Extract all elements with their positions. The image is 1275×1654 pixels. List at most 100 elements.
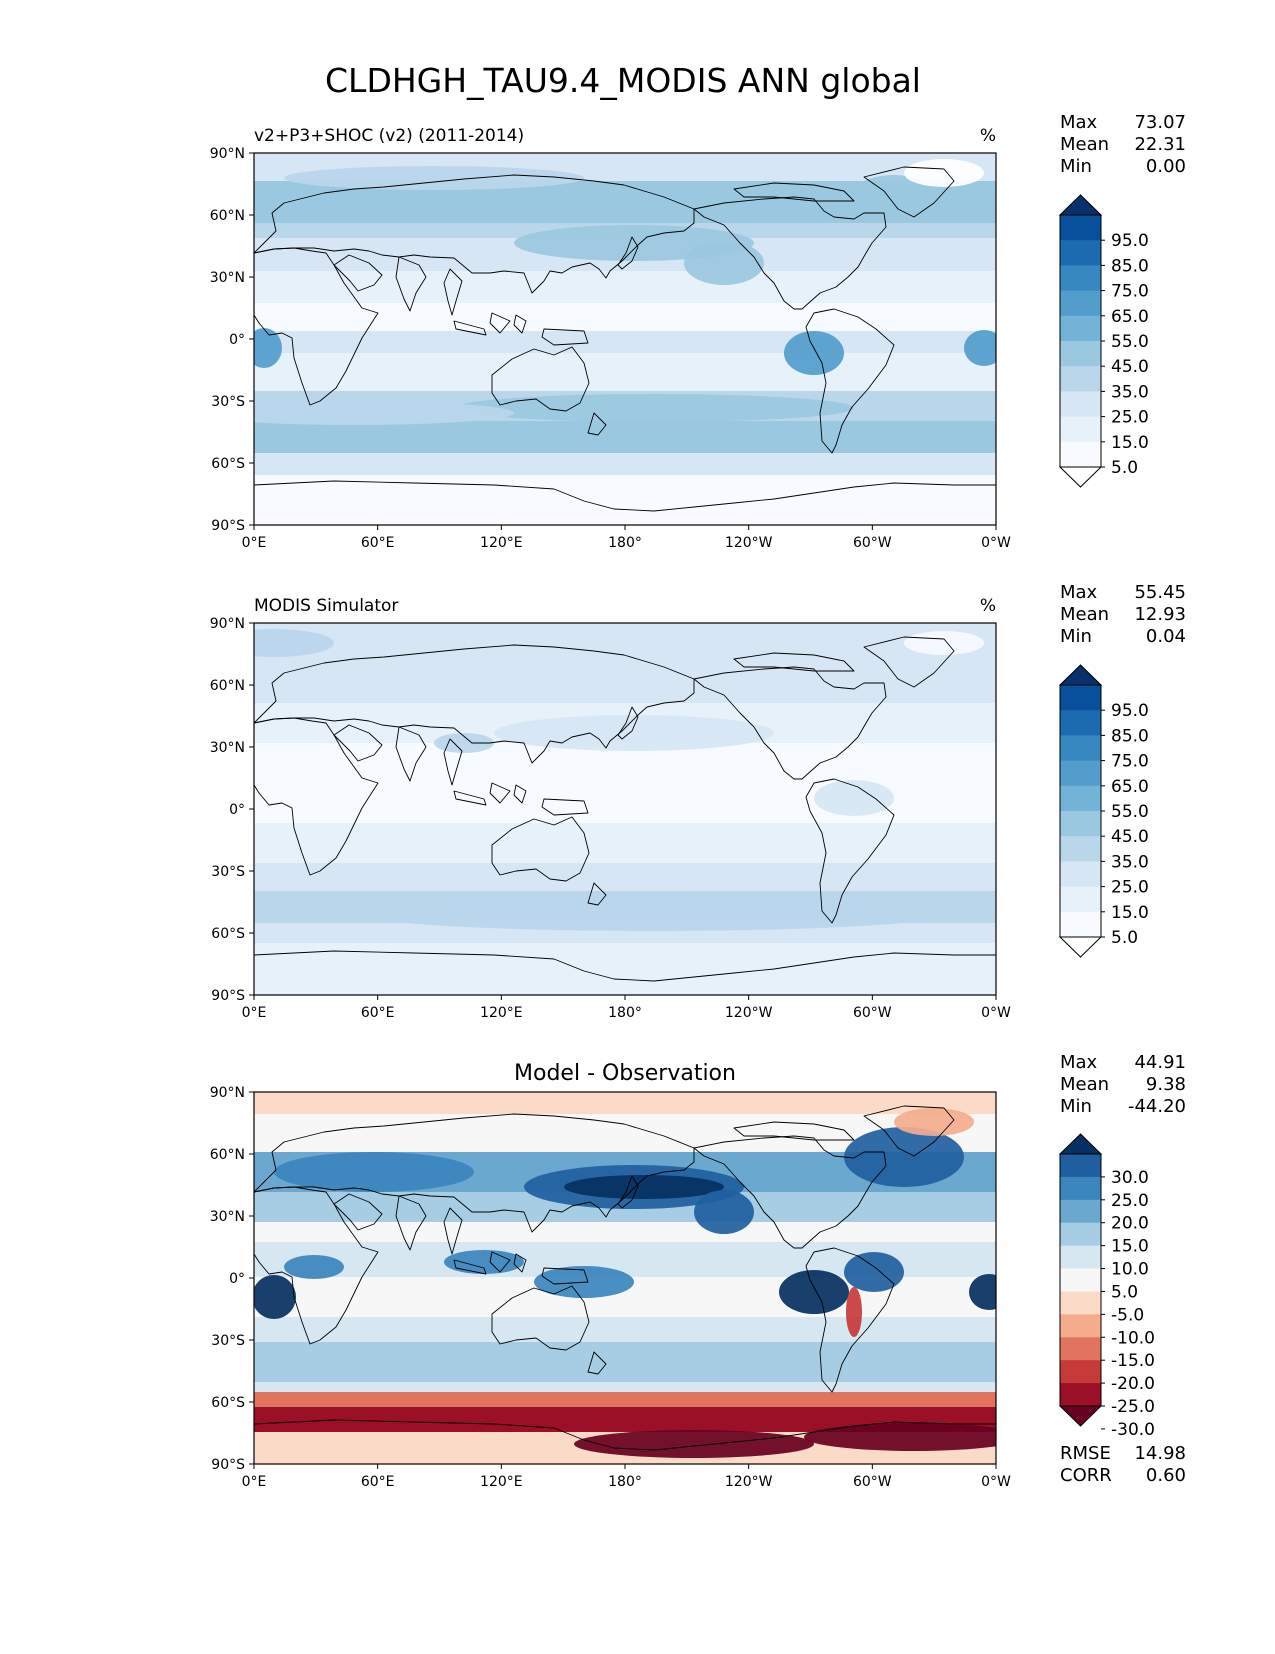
colorbar-tick-label: 15.0 (1111, 1237, 1149, 1257)
colorbar-tick-label: 5.0 (1111, 1282, 1138, 1302)
panel-ref: 90°N 60°N 30°N 0° 30°S 60°S 90°S0°E 60°E 120°E 18… (210, 582, 1186, 1021)
stat-label: Max (1060, 582, 1098, 603)
stat-label: Min (1060, 156, 1092, 177)
map-field (254, 623, 996, 995)
lat-tick-label: 60°S (211, 456, 245, 472)
colorbar-tick-label: 15.0 (1111, 433, 1149, 453)
stat-value: 55.45 (1134, 582, 1186, 603)
lat-tick-label: 0° (229, 802, 245, 818)
colorbar-tick-label: 85.0 (1111, 256, 1149, 276)
stat-label: Mean (1060, 604, 1109, 625)
extra-stat-label: CORR (1060, 1465, 1112, 1486)
colorbar-tick-label: 25.0 (1111, 1191, 1149, 1211)
colorbar-tick-label: 15.0 (1111, 903, 1149, 923)
extra-stat-value: 14.98 (1134, 1443, 1186, 1464)
lat-tick-label: 90°N (210, 1085, 245, 1101)
panel-units: % (980, 596, 996, 616)
stat-label: Mean (1060, 1074, 1109, 1095)
stat-value: 22.31 (1134, 134, 1186, 155)
colorbar: 95.0 85.0 75.0 65.0 55.0 45.0 35.0 25.0 15.0 5.0 (1058, 664, 1149, 958)
lon-tick-label: 180° (608, 1474, 642, 1490)
map-field (254, 153, 996, 525)
lon-tick-label: 0°E (242, 535, 267, 551)
colorbar-tick-label: 55.0 (1111, 802, 1149, 822)
colorbar-tick-label: 95.0 (1111, 231, 1149, 251)
lon-tick-label: 0°W (981, 1005, 1011, 1021)
colorbar-tick-label: -10.0 (1111, 1328, 1155, 1348)
panel-center-title: Model - Observation (514, 1061, 736, 1086)
lon-tick-label: 120°E (480, 535, 523, 551)
stat-value: 44.91 (1134, 1052, 1186, 1073)
lon-tick-label: 60°W (853, 535, 892, 551)
stat-value: 12.93 (1134, 604, 1186, 625)
lon-tick-label: 180° (608, 535, 642, 551)
lat-tick-label: 30°S (211, 394, 245, 410)
panel-units: % (980, 126, 996, 146)
lat-tick-label: 30°N (210, 740, 245, 756)
lat-tick-label: 60°N (210, 1147, 245, 1163)
panel-diff: 90°N 60°N 30°N 0° 30°S 60°S 90°S0°E 60°E 120°E 18… (210, 1052, 1186, 1490)
colorbar-tick-label: 65.0 (1111, 307, 1149, 327)
colorbar-tick-label: 75.0 (1111, 282, 1149, 302)
colorbar-tick-label: 35.0 (1111, 852, 1149, 872)
lat-tick-label: 90°S (211, 1457, 245, 1473)
lon-tick-label: 0°W (981, 1474, 1011, 1490)
stat-value: 0.04 (1146, 626, 1186, 647)
stat-value: 9.38 (1146, 1074, 1186, 1095)
colorbar-tick-label: 20.0 (1111, 1214, 1149, 1234)
colorbar-tick-label: 25.0 (1111, 408, 1149, 428)
colorbar-tick-label: -30.0 (1111, 1420, 1155, 1440)
colorbar-tick-label: -5.0 (1111, 1305, 1144, 1325)
lon-tick-label: 120°W (725, 535, 773, 551)
lat-tick-label: 90°S (211, 518, 245, 534)
lon-tick-label: 180° (608, 1005, 642, 1021)
colorbar-tick-label: 95.0 (1111, 701, 1149, 721)
colorbar-tick-label: 45.0 (1111, 827, 1149, 847)
panel-test: 90°N 60°N 30°N 0° 30°S 60°S 90°S0°E 60°E 120°E 18… (210, 112, 1186, 551)
stat-label: Max (1060, 1052, 1098, 1073)
stat-label: Min (1060, 1096, 1092, 1117)
colorbar-tick-label: 55.0 (1111, 332, 1149, 352)
lat-tick-label: 60°S (211, 926, 245, 942)
lon-tick-label: 60°W (853, 1005, 892, 1021)
extra-stat-value: 0.60 (1146, 1465, 1186, 1486)
stat-value: 73.07 (1134, 112, 1186, 133)
colorbar: 95.0 85.0 75.0 65.0 55.0 45.0 35.0 25.0 15.0 5.0 (1058, 194, 1149, 488)
lon-tick-label: 120°E (480, 1005, 523, 1021)
colorbar-tick-label: 35.0 (1111, 382, 1149, 402)
map-field (254, 1092, 996, 1464)
lat-tick-label: 30°S (211, 864, 245, 880)
colorbar-tick-label: 5.0 (1111, 928, 1138, 948)
lat-tick-label: 90°S (211, 988, 245, 1004)
stat-label: Max (1060, 112, 1098, 133)
lat-tick-label: 30°N (210, 1209, 245, 1225)
colorbar-tick-label: 65.0 (1111, 777, 1149, 797)
figure-title: CLDHGH_TAU9.4_MODIS ANN global (325, 61, 921, 100)
stat-label: Min (1060, 626, 1092, 647)
lon-tick-label: 120°W (725, 1474, 773, 1490)
lat-tick-label: 60°S (211, 1395, 245, 1411)
stat-label: Mean (1060, 134, 1109, 155)
colorbar-tick-label: 75.0 (1111, 752, 1149, 772)
lat-tick-label: 0° (229, 1271, 245, 1287)
stat-value: 0.00 (1146, 156, 1186, 177)
lon-tick-label: 0°E (242, 1474, 267, 1490)
lat-tick-label: 0° (229, 332, 245, 348)
colorbar-tick-label: 25.0 (1111, 878, 1149, 898)
lon-tick-label: 60°E (361, 1005, 395, 1021)
colorbar-tick-label: -25.0 (1111, 1397, 1155, 1417)
lat-tick-label: 30°N (210, 270, 245, 286)
extra-stat-label: RMSE (1060, 1443, 1111, 1464)
lat-tick-label: 90°N (210, 146, 245, 162)
colorbar-tick-label: 30.0 (1111, 1168, 1149, 1188)
lon-tick-label: 60°W (853, 1474, 892, 1490)
lon-tick-label: 0°E (242, 1005, 267, 1021)
lon-tick-label: 60°E (361, 535, 395, 551)
lon-tick-label: 60°E (361, 1474, 395, 1490)
lon-tick-label: 0°W (981, 535, 1011, 551)
lon-tick-label: 120°W (725, 1005, 773, 1021)
colorbar-tick-label: 85.0 (1111, 726, 1149, 746)
lat-tick-label: 30°S (211, 1333, 245, 1349)
lat-tick-label: 60°N (210, 208, 245, 224)
